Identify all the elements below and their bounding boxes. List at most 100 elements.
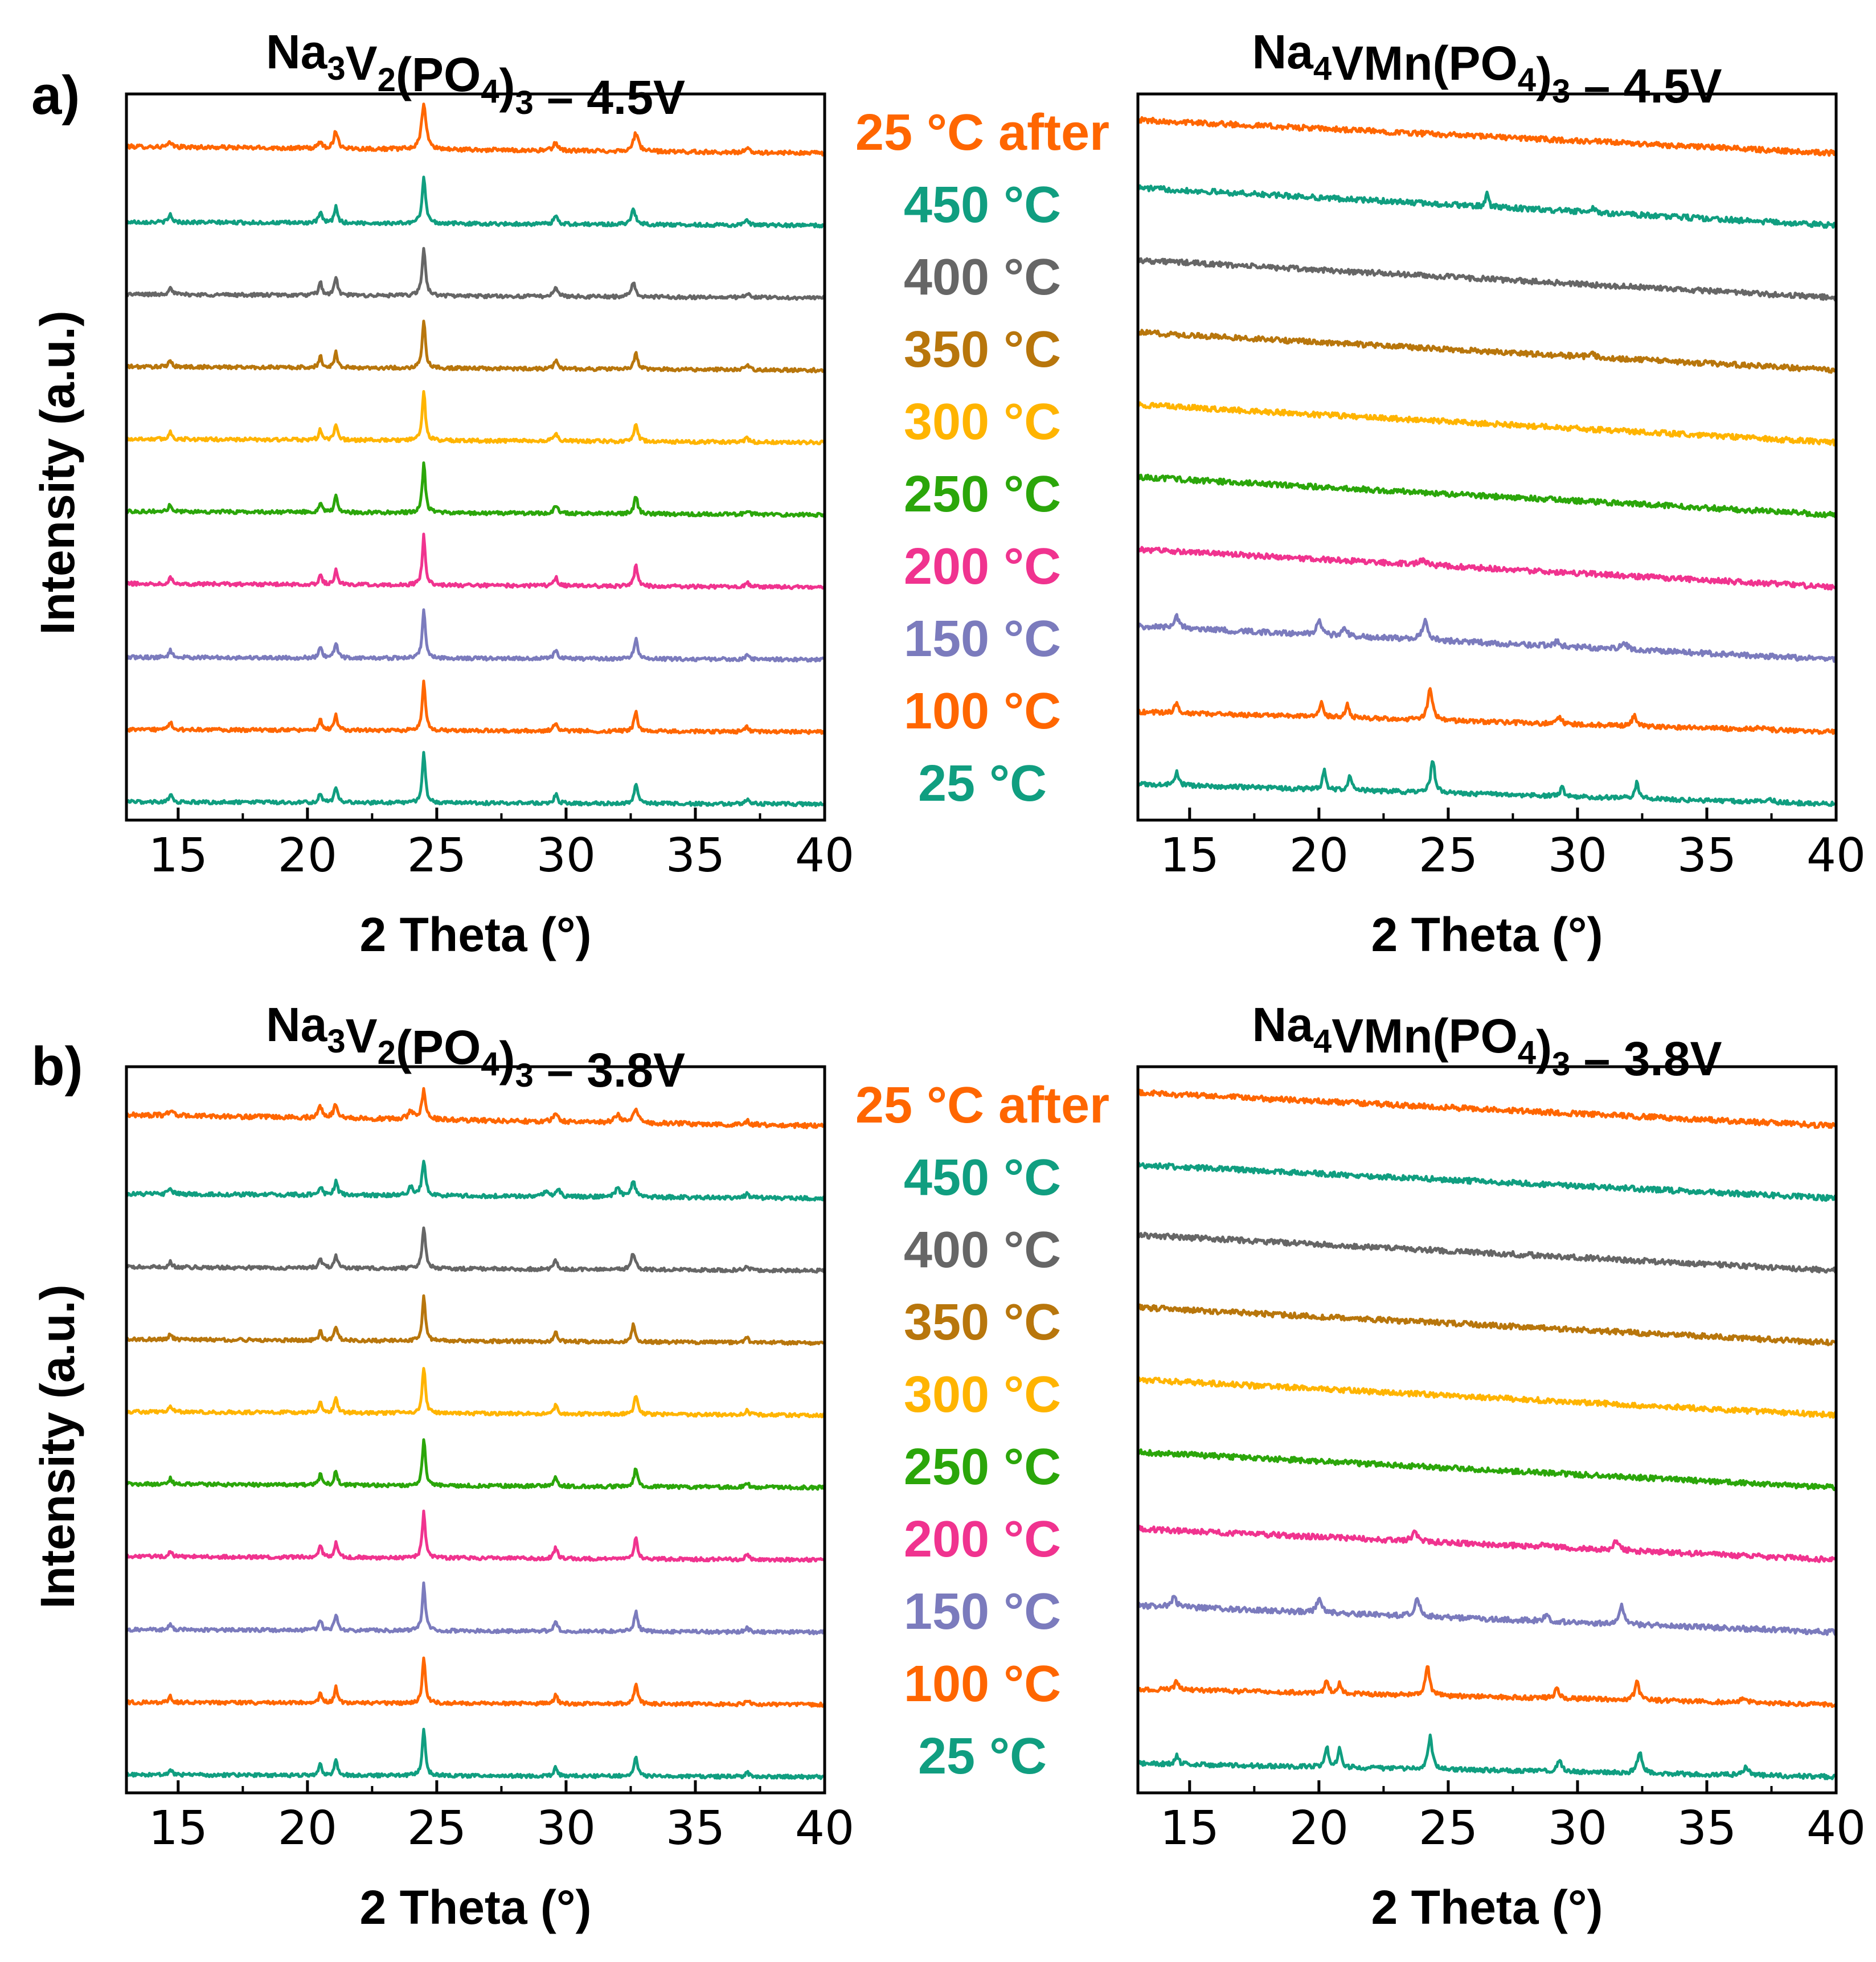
trace-200-c bbox=[1138, 546, 1836, 591]
temperature-label: 200 °C bbox=[904, 1511, 1061, 1568]
temperature-label: 150 °C bbox=[904, 1583, 1061, 1640]
plot-frame bbox=[125, 92, 826, 822]
x-tick-label: 30 bbox=[1548, 829, 1607, 883]
trace-300-c bbox=[1138, 1376, 1836, 1419]
trace-25-c bbox=[126, 751, 825, 808]
temperature-label: 450 °C bbox=[904, 1149, 1061, 1206]
trace-25-c-after bbox=[1138, 1088, 1836, 1129]
x-tick-label: 15 bbox=[1160, 1801, 1219, 1855]
temperature-label: 25 °C bbox=[918, 755, 1047, 812]
x-tick-label: 15 bbox=[1160, 829, 1219, 883]
temperature-label: 400 °C bbox=[904, 1222, 1061, 1279]
x-tick-label: 25 bbox=[407, 829, 466, 883]
x-axis-label: 2 Theta (°) bbox=[360, 1881, 592, 1934]
chart-title: Na3V2(PO4)3 – 3.8V bbox=[266, 998, 685, 1097]
trace-150-c bbox=[126, 608, 825, 663]
temperature-label: 25 °C after bbox=[855, 1077, 1109, 1134]
temperature-label: 350 °C bbox=[904, 1294, 1061, 1351]
panel-a-right: 15 20 25 30 35 40 2 Theta (°) Na4VMn(PO4)3 – 4.… bbox=[1136, 25, 1866, 961]
trace-200-c bbox=[1138, 1525, 1836, 1563]
plot-frame bbox=[125, 1065, 826, 1795]
x-tick-label: 35 bbox=[1677, 829, 1736, 883]
trace-25-c bbox=[126, 1727, 825, 1780]
trace-350-c bbox=[126, 1294, 825, 1346]
trace-350-c bbox=[126, 320, 825, 374]
temperature-label: 300 °C bbox=[904, 1366, 1061, 1423]
temperature-label: 25 °C after bbox=[855, 104, 1109, 161]
trace-150-c bbox=[1138, 1595, 1836, 1636]
x-axis-label: 2 Theta (°) bbox=[1371, 1881, 1603, 1934]
x-tick-label: 35 bbox=[1677, 1801, 1736, 1855]
trace-25-c-after bbox=[126, 1087, 825, 1129]
x-tick-label: 40 bbox=[1807, 829, 1866, 883]
trace-400-c bbox=[1138, 257, 1836, 302]
temperature-label: 250 °C bbox=[904, 466, 1061, 523]
temperature-legend-b: 25 °C after 450 °C 400 °C 350 °C 300 °C 250 °… bbox=[855, 1077, 1109, 1785]
panel-b-right: 15 20 25 30 35 40 2 Theta (°) Na4VMn(PO4)3 – 3.… bbox=[1136, 998, 1866, 1934]
x-tick-label: 30 bbox=[536, 1801, 596, 1855]
trace-250-c bbox=[126, 461, 825, 518]
x-tick-label: 30 bbox=[1548, 1801, 1607, 1855]
panel-a-left: 15 20 25 30 35 40 2 Theta (°) Na3V2(PO4)3 – 4.5… bbox=[125, 25, 854, 961]
chart-title: Na3V2(PO4)3 – 4.5V bbox=[266, 25, 685, 124]
x-tick-label: 20 bbox=[278, 1801, 337, 1855]
temperature-label: 300 °C bbox=[904, 394, 1061, 450]
x-tick-label: 40 bbox=[795, 829, 854, 883]
trace-25-c bbox=[1138, 1733, 1836, 1780]
trace-300-c bbox=[1138, 401, 1836, 447]
y-axis-label-a: Intensity (a.u.) bbox=[31, 310, 84, 634]
panel-letter-a: a) bbox=[31, 65, 80, 126]
trace-450-c bbox=[1138, 1162, 1836, 1202]
traces bbox=[1138, 116, 1836, 807]
trace-200-c bbox=[126, 1509, 825, 1563]
trace-450-c bbox=[126, 1160, 825, 1202]
y-axis-label-b: Intensity (a.u.) bbox=[31, 1284, 84, 1608]
x-tick-label: 15 bbox=[149, 829, 208, 883]
trace-400-c bbox=[126, 247, 825, 301]
trace-25-c-after bbox=[126, 103, 825, 157]
trace-25-c bbox=[1138, 760, 1836, 807]
temperature-label: 25 °C bbox=[918, 1728, 1047, 1785]
trace-25-c-after bbox=[1138, 116, 1836, 157]
temperature-legend-a: 25 °C after 450 °C 400 °C 350 °C 300 °C 250 °… bbox=[855, 104, 1109, 812]
trace-450-c bbox=[1138, 184, 1836, 229]
x-tick-label: 25 bbox=[1419, 829, 1478, 883]
x-tick-label: 35 bbox=[666, 1801, 725, 1855]
x-tick-label: 30 bbox=[536, 829, 596, 883]
trace-350-c bbox=[1138, 329, 1836, 374]
temperature-label: 200 °C bbox=[904, 538, 1061, 595]
x-axis-label: 2 Theta (°) bbox=[1371, 908, 1603, 961]
temperature-label: 150 °C bbox=[904, 611, 1061, 667]
x-tick-label: 20 bbox=[1289, 1801, 1349, 1855]
trace-100-c bbox=[126, 1656, 825, 1708]
x-tick-label: 25 bbox=[407, 1801, 466, 1855]
trace-250-c bbox=[126, 1438, 825, 1491]
x-tick-label: 25 bbox=[1419, 1801, 1478, 1855]
trace-350-c bbox=[1138, 1303, 1836, 1346]
trace-150-c bbox=[126, 1581, 825, 1636]
panel-letter-b: b) bbox=[31, 1036, 83, 1097]
trace-300-c bbox=[126, 390, 825, 445]
traces bbox=[1138, 1088, 1836, 1780]
plot-frame bbox=[1136, 92, 1838, 822]
trace-200-c bbox=[126, 533, 825, 591]
x-tick-label: 20 bbox=[1289, 829, 1349, 883]
traces bbox=[126, 1087, 825, 1780]
x-axis-label: 2 Theta (°) bbox=[360, 908, 592, 961]
trace-100-c bbox=[1138, 687, 1836, 735]
x-tick-label: 20 bbox=[278, 829, 337, 883]
trace-250-c bbox=[1138, 1448, 1836, 1492]
panel-b-left: 15 20 25 30 35 40 2 Theta (°) Na3V2(PO4)3 – 3.8… bbox=[125, 998, 854, 1934]
temperature-label: 450 °C bbox=[904, 177, 1061, 234]
x-tick-label: 40 bbox=[1807, 1801, 1866, 1855]
chart-title: Na4VMn(PO4)3 – 3.8V bbox=[1252, 998, 1722, 1086]
chart-title: Na4VMn(PO4)3 – 4.5V bbox=[1252, 25, 1722, 113]
trace-250-c bbox=[1138, 473, 1836, 519]
temperature-label: 100 °C bbox=[904, 1656, 1061, 1713]
trace-300-c bbox=[126, 1367, 825, 1419]
trace-100-c bbox=[1138, 1665, 1836, 1708]
temperature-label: 250 °C bbox=[904, 1439, 1061, 1496]
plot-frame bbox=[1136, 1065, 1838, 1795]
trace-400-c bbox=[1138, 1231, 1836, 1274]
